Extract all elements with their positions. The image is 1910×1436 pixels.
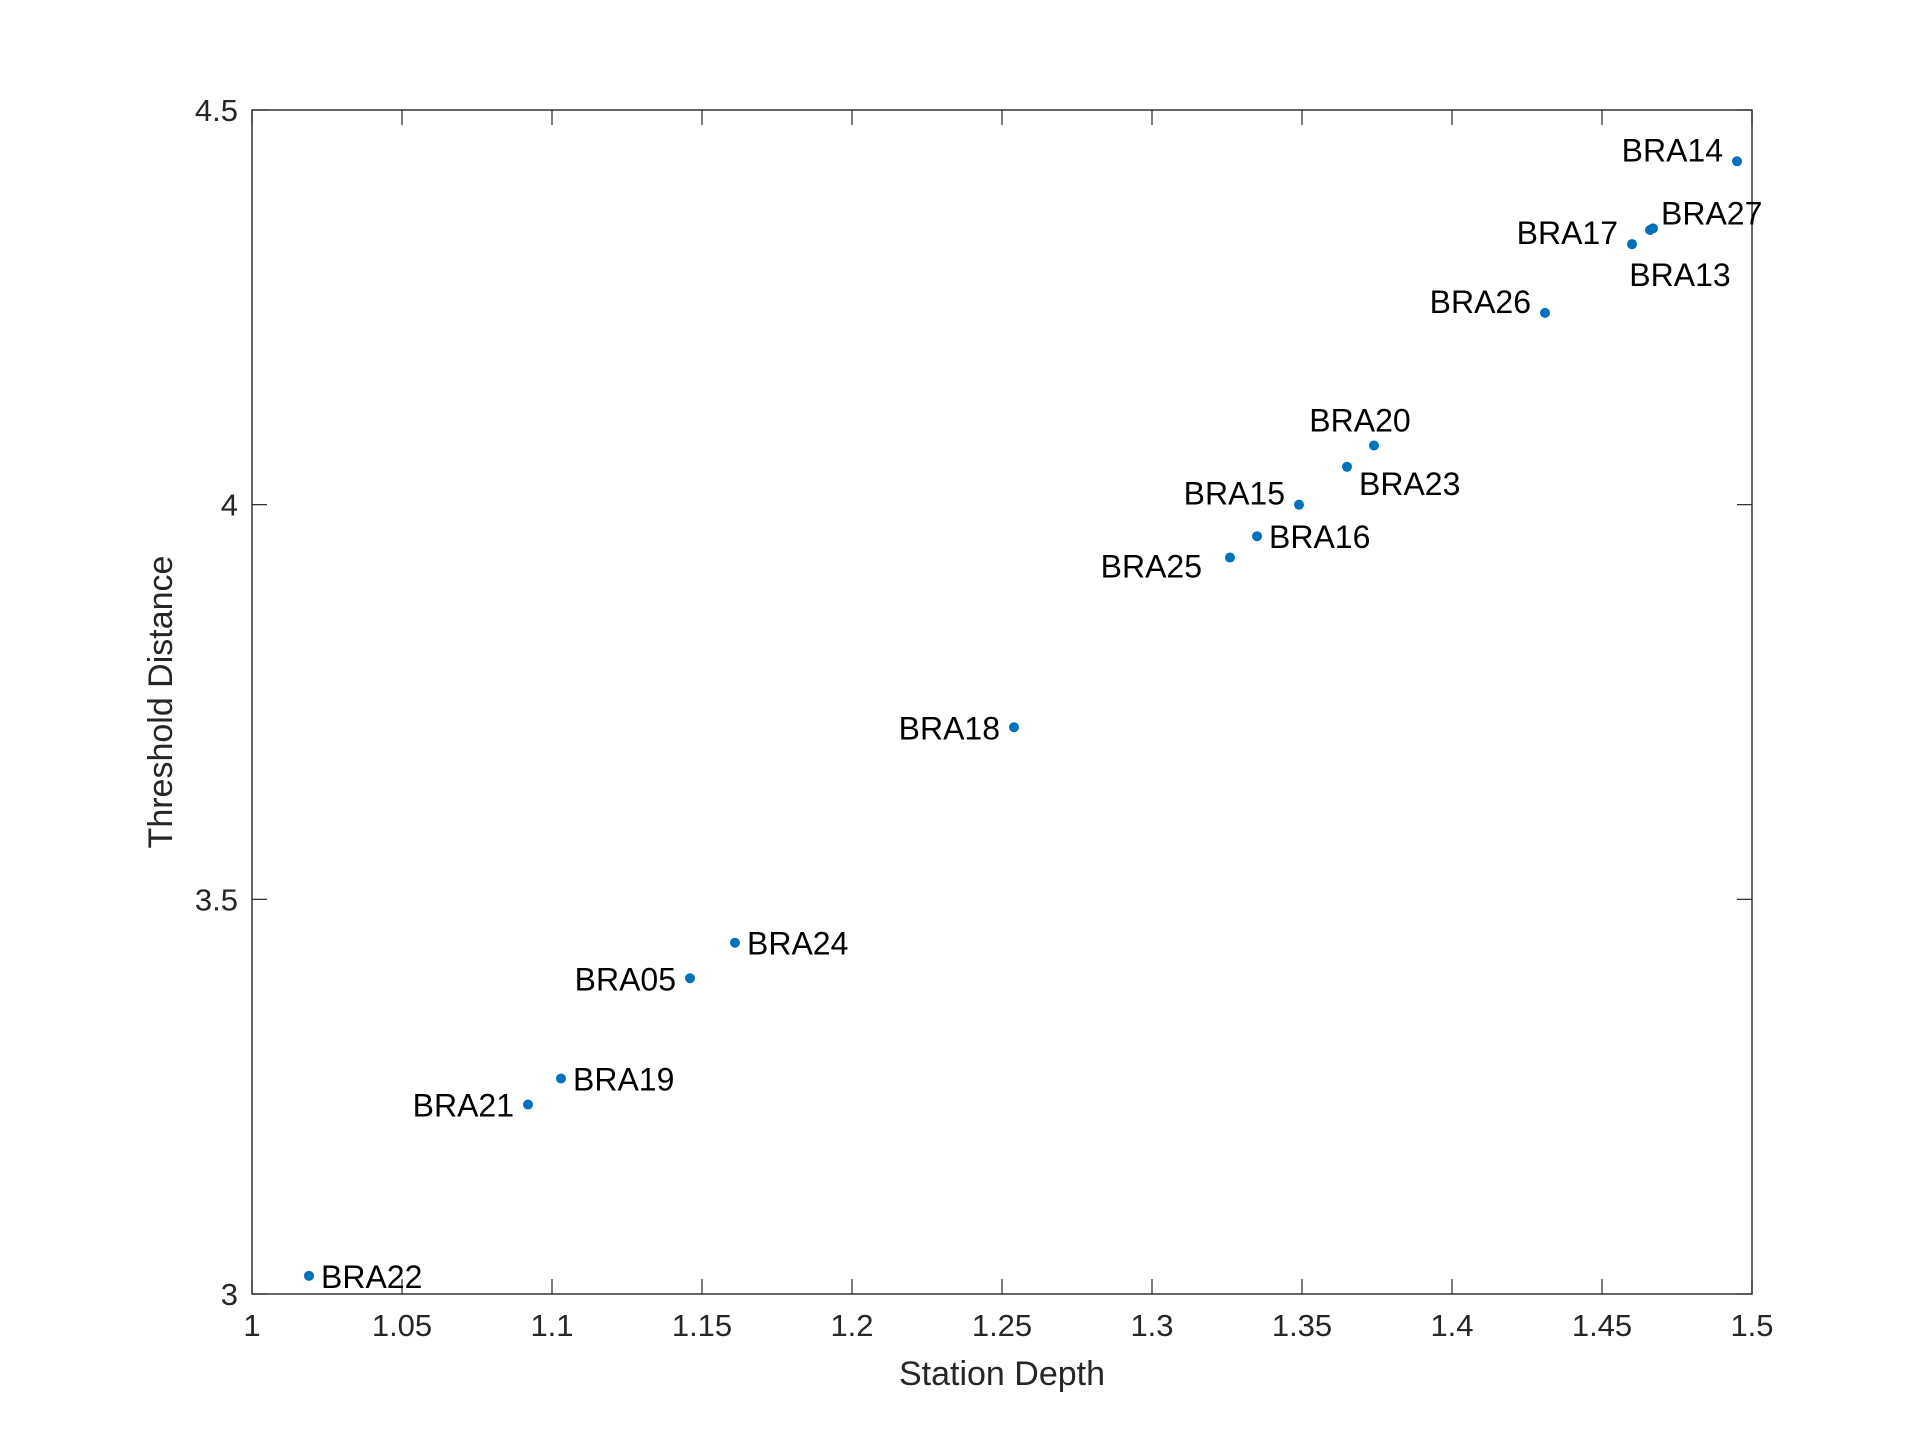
data-point (1540, 307, 1550, 318)
point-label: BRA27 (1661, 195, 1762, 231)
y-tick-label: 4.5 (195, 93, 238, 128)
point-label: BRA18 (899, 710, 1000, 746)
point-label: BRA26 (1430, 284, 1531, 320)
point-label: BRA20 (1309, 402, 1410, 438)
x-tick-label: 1.2 (830, 1308, 873, 1343)
x-axis-label: Station Depth (899, 1355, 1105, 1393)
x-tick-label: 1.45 (1572, 1308, 1632, 1343)
point-label: BRA16 (1269, 519, 1370, 555)
data-point (1009, 722, 1019, 733)
x-tick-label: 1.3 (1130, 1308, 1173, 1343)
point-label: BRA25 (1101, 549, 1202, 585)
point-label: BRA15 (1184, 476, 1285, 512)
data-point (1342, 461, 1352, 472)
data-point (1627, 239, 1637, 250)
y-axis-label: Threshold Distance (142, 556, 180, 849)
data-point (1369, 440, 1379, 451)
point-label: BRA17 (1517, 215, 1618, 251)
data-point (685, 973, 695, 984)
data-point (1225, 552, 1235, 563)
x-tick-label: 1.05 (372, 1308, 432, 1343)
point-label: BRA19 (573, 1062, 674, 1098)
x-tick-label: 1 (243, 1308, 260, 1343)
point-label: BRA05 (575, 961, 676, 997)
data-point (1294, 499, 1304, 510)
x-tick-label: 1.4 (1430, 1308, 1473, 1343)
data-point (556, 1073, 566, 1084)
point-label: BRA23 (1359, 466, 1460, 502)
y-axis: 3 3.5 4 4.5 (195, 93, 1752, 1312)
data-point (523, 1099, 533, 1110)
y-tick-label: 3 (221, 1277, 238, 1312)
point-label: BRA22 (321, 1259, 422, 1295)
y-tick-label: 3.5 (195, 882, 238, 917)
x-tick-label: 1.1 (530, 1308, 573, 1343)
plot-area (251, 109, 1753, 1295)
point-label: BRA24 (747, 926, 848, 962)
data-point (1252, 531, 1262, 542)
x-tick-label: 1.35 (1272, 1308, 1332, 1343)
data-points (304, 156, 1742, 1281)
data-point (1645, 224, 1655, 235)
point-label: BRA14 (1622, 132, 1723, 168)
data-point (304, 1270, 314, 1281)
point-label: BRA21 (413, 1088, 514, 1124)
data-point (730, 937, 740, 948)
point-label: BRA13 (1629, 257, 1730, 293)
x-axis: 1 1.05 1.1 1.15 1.2 1.25 1.3 1.35 1.4 1.45 1.5 (243, 110, 1774, 1343)
x-tick-label: 1.5 (1730, 1308, 1773, 1343)
x-tick-label: 1.15 (672, 1308, 732, 1343)
point-labels: BRA14 BRA17 BRA27 BRA13 BRA26 BRA20 BRA23 BRA15… (321, 132, 1762, 1295)
y-tick-label: 4 (221, 488, 238, 523)
x-tick-label: 1.25 (972, 1308, 1032, 1343)
data-point (1732, 156, 1742, 167)
